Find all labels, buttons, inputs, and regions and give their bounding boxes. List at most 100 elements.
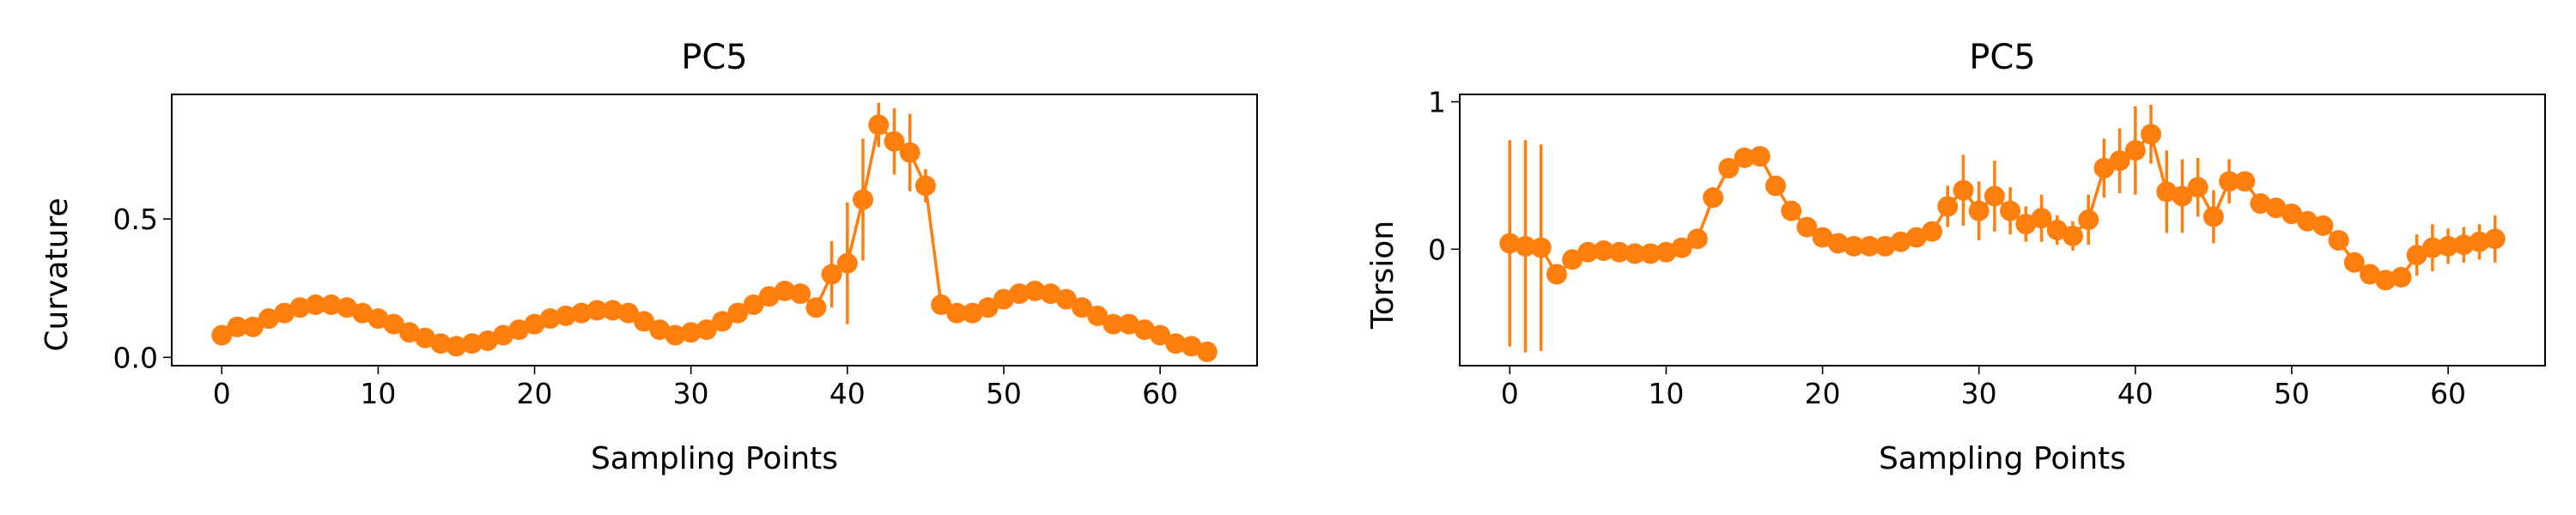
curvature-data-point	[1009, 283, 1030, 305]
torsion-data-point	[1781, 200, 1802, 221]
torsion-x-tick-label: 50	[2274, 377, 2310, 410]
torsion-data-point	[2484, 228, 2506, 250]
torsion-data-point	[1562, 249, 1583, 270]
curvature-data-point	[493, 324, 514, 346]
curvature-data-point	[508, 319, 530, 341]
curvature-data-point	[1072, 297, 1093, 318]
curvature-data-point	[555, 305, 576, 326]
torsion-data-point	[1812, 227, 1833, 248]
curvature-y-axis-label: Curvature	[39, 197, 75, 351]
curvature-data-point	[774, 280, 795, 301]
torsion-data-point	[2265, 197, 2287, 219]
curvature-data-point	[305, 294, 326, 316]
torsion-x-tick-label: 30	[1961, 377, 1997, 410]
curvature-data-point	[368, 308, 389, 330]
curvature-data-point	[617, 302, 639, 324]
curvature-data-point	[962, 302, 983, 324]
torsion-data-point	[1796, 216, 1818, 238]
torsion-data-point	[2093, 157, 2115, 179]
torsion-data-point	[2015, 214, 2037, 235]
curvature-data-point	[634, 311, 655, 332]
curvature-data-point	[1150, 324, 1171, 346]
curvature-plot-area: 0 10 20 30 40 50 60 0.0 0.5	[113, 94, 1258, 410]
curvature-data-point	[868, 114, 890, 136]
torsion-x-tick-label: 60	[2430, 377, 2466, 410]
curvature-data-point	[649, 319, 671, 341]
curvature-data-point	[931, 294, 952, 316]
curvature-x-tick-label: 30	[673, 377, 709, 410]
curvature-data-point	[821, 264, 842, 285]
curvature-data-point	[1055, 288, 1077, 310]
torsion-data-point	[2421, 237, 2443, 258]
torsion-data-point	[1890, 231, 1911, 252]
torsion-data-point	[2469, 231, 2490, 252]
torsion-data-point	[1827, 233, 1849, 254]
curvature-data-point	[352, 302, 374, 324]
curvature-x-tick-label: 0	[213, 377, 231, 410]
torsion-y-axis-label: Torsion	[1365, 221, 1400, 330]
curvature-data-point	[1040, 283, 1061, 305]
curvature-data-point	[977, 297, 999, 318]
torsion-data-point	[2312, 215, 2334, 236]
curvature-data-point	[274, 302, 295, 324]
torsion-data-point	[2453, 234, 2475, 256]
torsion-data-point	[2328, 230, 2349, 251]
torsion-y-tick-label: 0	[1428, 233, 1446, 266]
curvature-data-point	[336, 297, 357, 318]
torsion-data-point	[1874, 235, 1896, 257]
torsion-chart-title: PC5	[1969, 38, 2036, 77]
curvature-data-point	[227, 316, 248, 337]
torsion-data-point	[1922, 221, 1943, 242]
curvature-data-point	[1087, 305, 1109, 326]
curvature-data-point	[665, 324, 686, 346]
torsion-data-point	[1734, 147, 1755, 168]
torsion-data-point	[1968, 200, 1990, 221]
torsion-data-point	[1640, 243, 1662, 264]
torsion-data-point	[1937, 196, 1959, 217]
torsion-data-point	[1546, 264, 1567, 285]
torsion-data-point	[1905, 227, 1927, 248]
torsion-data-point	[1671, 237, 1692, 258]
torsion-data-point	[2391, 266, 2412, 288]
curvature-x-axis-label: Sampling Points	[591, 441, 838, 476]
torsion-plot-area: 0 10 20 30 40 50 60 0 1	[1428, 86, 2546, 410]
curvature-data-point	[524, 313, 545, 335]
curvature-data-point	[914, 175, 936, 197]
torsion-data-point	[2250, 193, 2271, 215]
torsion-data-point	[2062, 225, 2083, 246]
curvature-data-point	[1118, 313, 1139, 335]
curvature-data-point	[993, 288, 1014, 310]
torsion-data-point	[1859, 235, 1880, 257]
torsion-data-point	[2281, 203, 2302, 225]
torsion-data-point	[2046, 220, 2068, 240]
torsion-data-point	[1686, 228, 1708, 250]
torsion-y-tick-label: 1	[1428, 86, 1446, 119]
torsion-data-point	[1953, 179, 1974, 201]
curvature-data-point	[805, 297, 827, 318]
curvature-data-point	[571, 302, 592, 324]
torsion-data-point	[1984, 185, 2005, 207]
torsion-data-point	[1624, 243, 1645, 264]
curvature-data-point	[461, 333, 483, 354]
curvature-data-point	[539, 308, 561, 330]
curvature-data-point	[712, 311, 733, 332]
torsion-data-point	[2109, 150, 2130, 172]
torsion-data-point	[2360, 264, 2381, 285]
curvature-data-point	[320, 294, 342, 316]
curvature-data-point	[383, 313, 404, 335]
torsion-data-point	[2156, 181, 2178, 203]
curvature-data-point	[758, 286, 780, 307]
torsion-data-point	[2124, 140, 2146, 161]
curvature-data-point	[586, 300, 608, 321]
curvature-data-point	[446, 336, 467, 357]
torsion-data-point	[2078, 209, 2099, 230]
torsion-data-point	[2297, 210, 2318, 232]
torsion-data-point	[2031, 208, 2052, 229]
torsion-data-point	[2343, 251, 2365, 273]
curvature-data-point	[258, 308, 279, 330]
curvature-x-tick-label: 20	[517, 377, 553, 410]
torsion-data-point	[1577, 241, 1599, 263]
torsion-data-point	[1843, 235, 1864, 257]
curvature-data-point	[743, 294, 764, 316]
curvature-chart-title: PC5	[681, 38, 748, 77]
